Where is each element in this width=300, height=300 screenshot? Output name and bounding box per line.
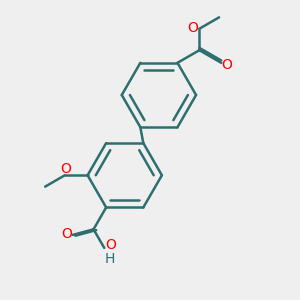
Text: H: H — [104, 252, 115, 266]
Text: O: O — [60, 162, 71, 176]
Text: O: O — [221, 58, 232, 72]
Text: O: O — [61, 227, 72, 241]
Text: O: O — [188, 21, 198, 35]
Text: O: O — [105, 238, 116, 252]
